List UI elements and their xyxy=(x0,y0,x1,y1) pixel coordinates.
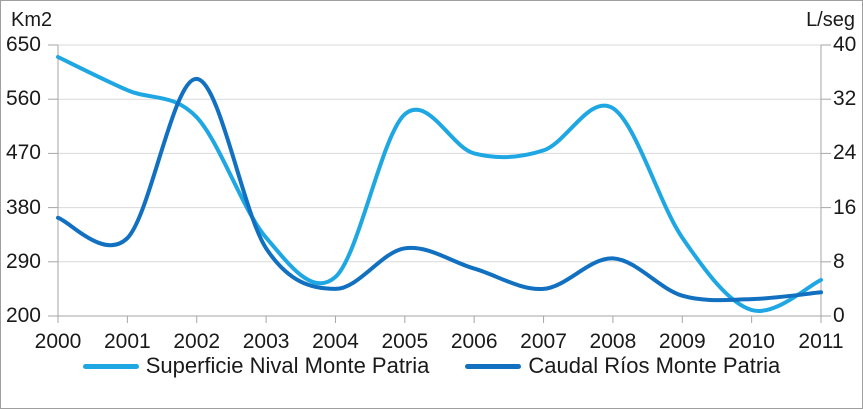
x-tick-label: 2005 xyxy=(381,330,429,353)
legend-label-superficie: Superficie Nival Monte Patria xyxy=(145,353,430,378)
x-tick-label: 2002 xyxy=(173,330,221,353)
left-axis-title: Km2 xyxy=(11,9,53,31)
legend-swatch-caudal xyxy=(465,363,522,369)
y-tick-label-right: 16 xyxy=(833,195,857,219)
legend-item-superficie: Superficie Nival Monte Patria xyxy=(82,353,430,379)
y-tick-label-left: 470 xyxy=(5,141,41,165)
x-tick-label: 2004 xyxy=(312,330,359,353)
x-tick-label: 2001 xyxy=(104,330,151,353)
x-tick-label: 2009 xyxy=(658,330,706,353)
y-tick-label-right: 8 xyxy=(833,249,845,273)
y-tick-label-left: 650 xyxy=(5,33,41,56)
y-tick-label-left: 560 xyxy=(5,87,41,111)
legend-item-caudal: Caudal Ríos Monte Patria xyxy=(465,353,780,379)
x-tick-label: 2011 xyxy=(798,330,844,353)
y-tick-label-left: 380 xyxy=(5,195,41,219)
x-tick-label: 2010 xyxy=(728,330,775,353)
y-tick-label-right: 32 xyxy=(833,87,857,111)
x-tick-label: 2006 xyxy=(450,330,498,353)
x-tick-label: 2007 xyxy=(520,330,567,353)
series-line-1 xyxy=(56,76,823,303)
y-tick-label-right: 24 xyxy=(833,141,857,165)
legend-label-caudal: Caudal Ríos Monte Patria xyxy=(528,353,781,378)
legend-swatch-superficie xyxy=(82,363,139,369)
y-tick-label-right: 0 xyxy=(833,304,845,327)
series-line-0 xyxy=(56,55,823,313)
x-tick-label: 2003 xyxy=(242,330,290,353)
y-tick-label-left: 290 xyxy=(5,249,41,273)
legend: Superficie Nival Monte Patria Caudal Río… xyxy=(1,353,862,379)
right-axis-title: L/seg xyxy=(806,9,855,31)
x-tick-label: 2008 xyxy=(589,330,637,353)
y-tick-label-left: 200 xyxy=(5,304,41,327)
x-tick-label: 2000 xyxy=(34,330,82,353)
y-tick-label-right: 40 xyxy=(833,33,857,56)
